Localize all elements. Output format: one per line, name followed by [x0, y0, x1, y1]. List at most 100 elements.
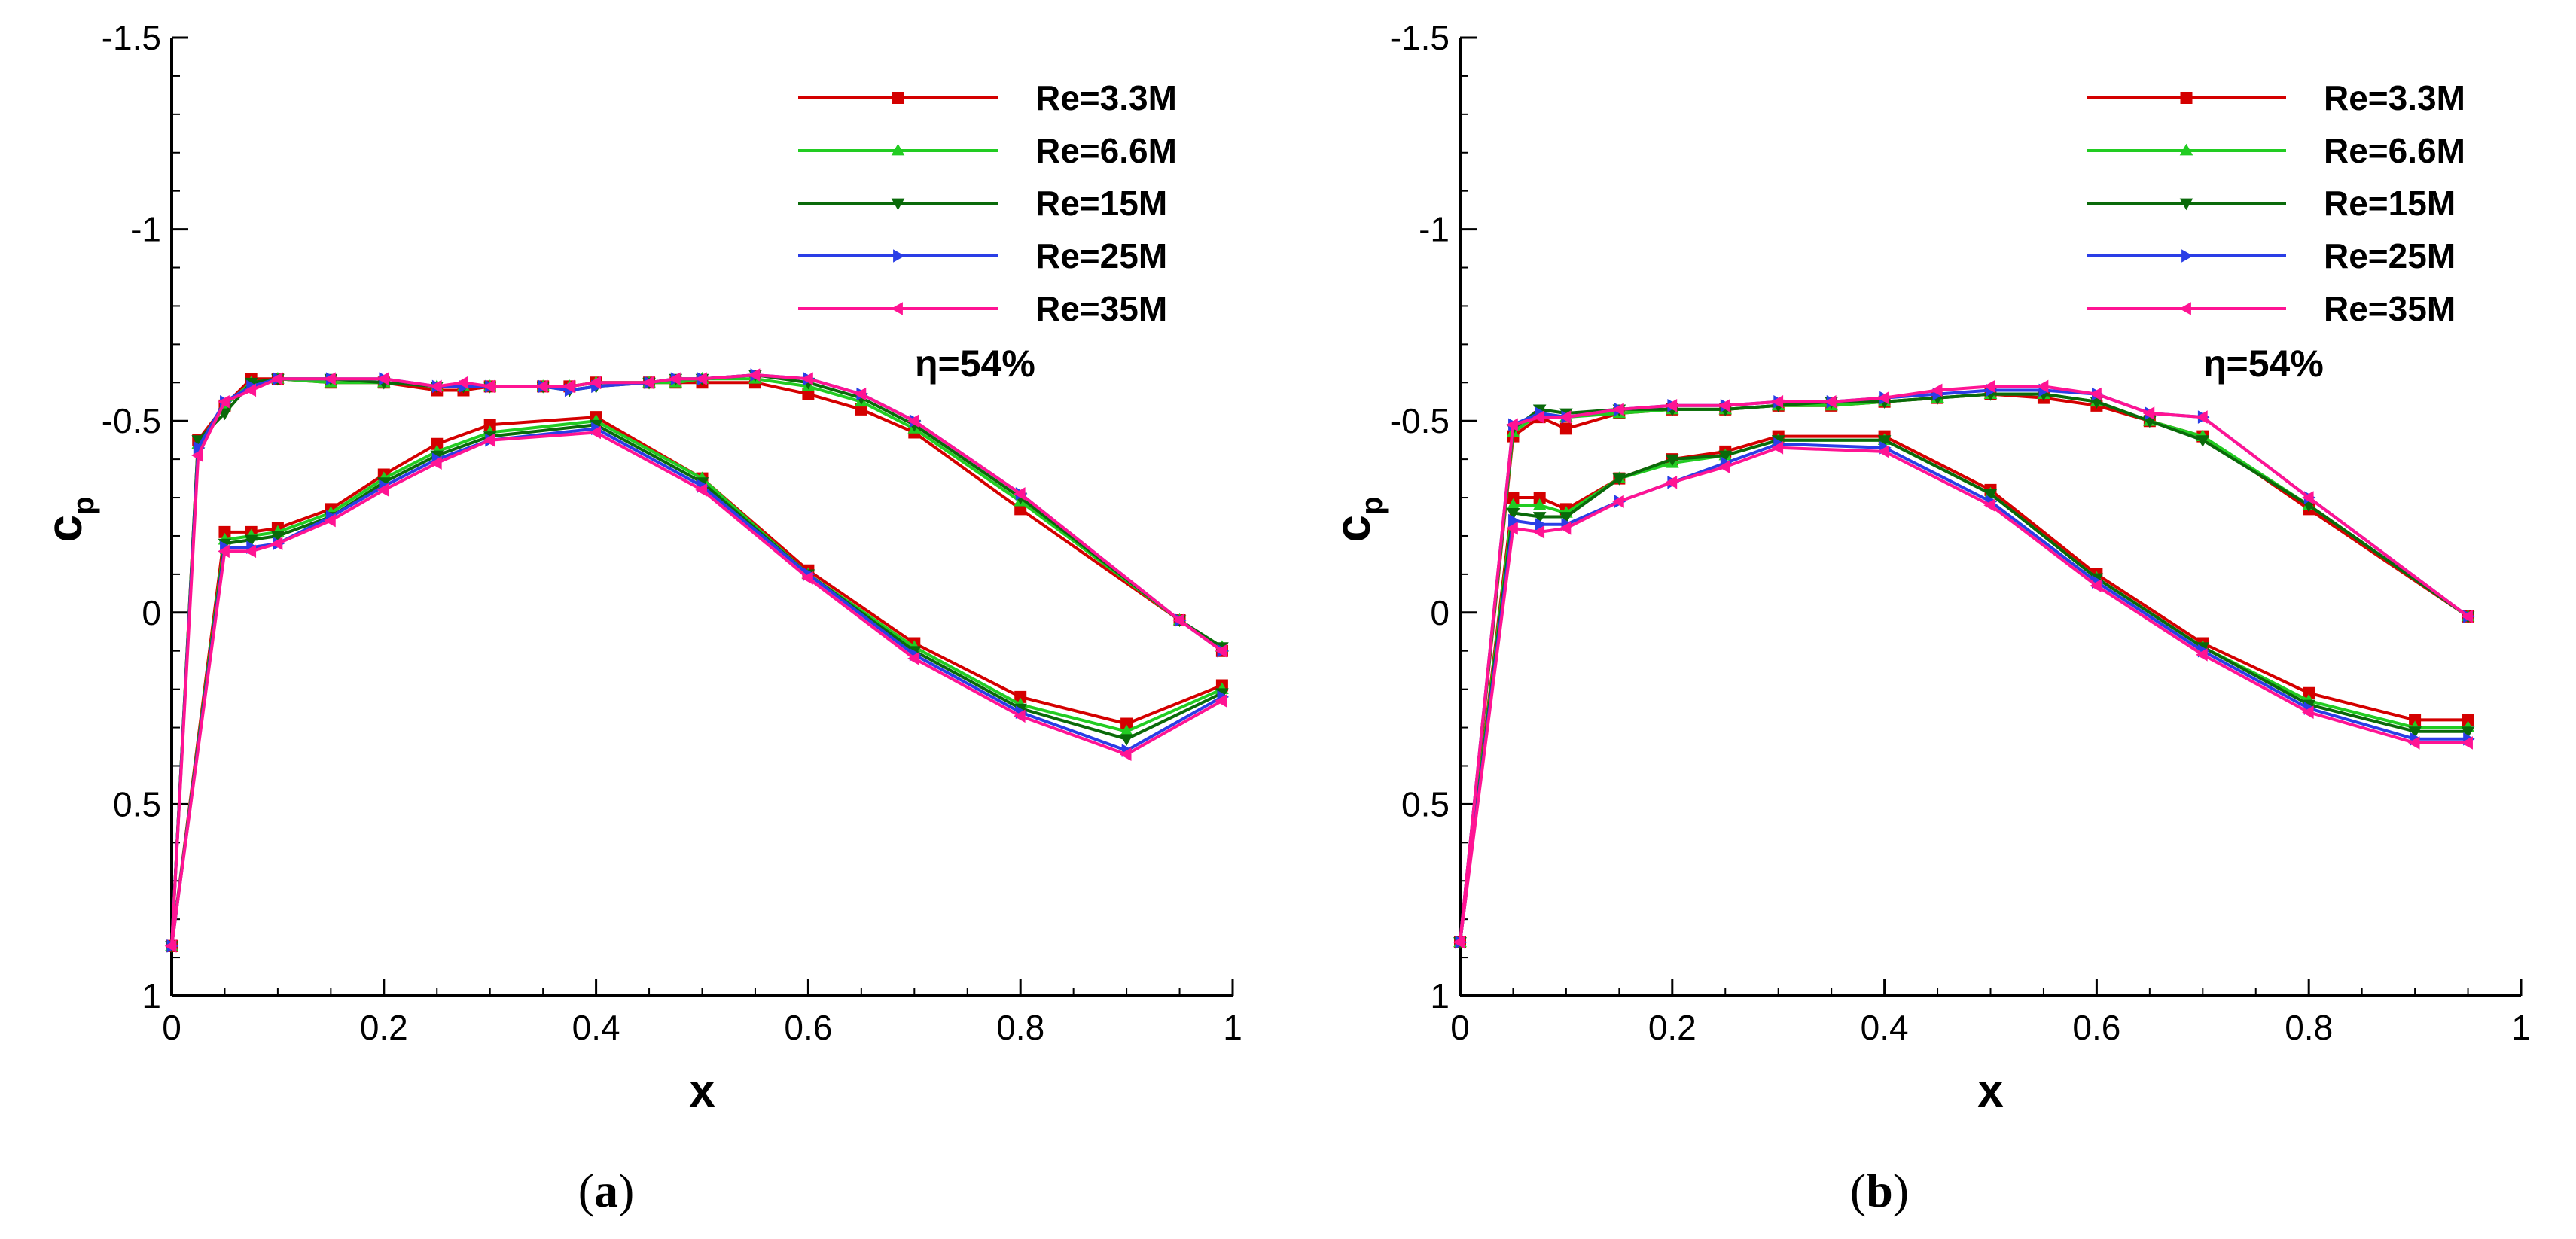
legend-b: Re=3.3M Re=6.6M Re=15M Re=25M Re=35M [2087, 78, 2465, 328]
y-axis-title-subscript: p [1355, 496, 1389, 514]
x-tick-label: 0.2 [1648, 1008, 1697, 1047]
data-point [1506, 498, 1520, 510]
eta-annotation: η=54% [2203, 342, 2324, 385]
data-point [1930, 383, 1943, 397]
series-a-0 [166, 373, 1228, 952]
data-point [801, 571, 813, 585]
lower-surface-line [170, 419, 1223, 947]
legend-a: Re=3.3M Re=6.6M Re=15M Re=25M Re=35M [798, 78, 1177, 328]
data-point [2196, 435, 2210, 447]
data-point [1119, 747, 1132, 762]
data-point [483, 433, 495, 447]
legend-marker [891, 198, 905, 211]
data-point [2303, 686, 2315, 699]
data-point [1665, 399, 1678, 412]
series-b-2 [1453, 389, 2475, 949]
data-point [1559, 422, 1572, 435]
data-point [2302, 705, 2314, 719]
data-point [193, 441, 206, 455]
series-a-1 [165, 371, 1229, 951]
data-point [1215, 644, 1227, 658]
legend-marker [2180, 92, 2193, 104]
data-point [2407, 736, 2420, 750]
data-point [2461, 726, 2475, 738]
data-point [1612, 473, 1626, 486]
data-point [1506, 521, 1518, 535]
caption-b-close: ) [1892, 1164, 1910, 1217]
data-point [1612, 403, 1624, 416]
data-point [244, 544, 257, 559]
data-point [376, 483, 389, 497]
data-point [2143, 416, 2157, 428]
x-tick-label: 0.2 [360, 1008, 408, 1047]
axes-b: 0 0.2 0.4 0.6 0.8 1 -1.5 -1 -0.5 0 0.5 1 [1390, 18, 2531, 1047]
data-point [2142, 406, 2155, 420]
data-point [907, 414, 919, 428]
legend-label: Re=3.3M [2324, 78, 2465, 117]
lower-surface-line [170, 423, 1223, 947]
upper-surface-line [170, 373, 1224, 946]
data-point [1877, 435, 1892, 447]
data-point [2302, 500, 2315, 513]
data-point [2409, 714, 2422, 726]
lower-surface-line [170, 416, 1223, 947]
data-point [801, 372, 813, 385]
y-tick-label: 1 [1430, 976, 1450, 1015]
x-tick-label: 0.4 [1861, 1008, 1909, 1047]
lower-surface-line [1459, 442, 2468, 942]
data-point [456, 376, 468, 390]
series-a-3 [166, 368, 1230, 953]
data-point [1506, 508, 1520, 520]
data-point [164, 939, 177, 953]
data-point [1014, 709, 1026, 723]
legend-marker [891, 143, 905, 156]
data-point [2462, 714, 2474, 726]
data-point [1983, 379, 1995, 394]
data-point [1532, 410, 1545, 424]
y-tick-label: 0 [1430, 593, 1450, 632]
data-point [324, 372, 336, 385]
data-point [1532, 498, 1547, 510]
data-point [535, 379, 548, 394]
data-point [1983, 489, 1998, 501]
data-point [2090, 397, 2104, 409]
data-point [1666, 454, 1679, 467]
series-b-4 [1453, 379, 2473, 949]
legend-marker [2179, 143, 2193, 156]
legend-label: Re=25M [2324, 236, 2456, 276]
chart-a: 0 0.2 0.4 0.6 0.8 1-1.5-1-0.500.51xcpRe=3.3MR… [36, 18, 1242, 1117]
data-point [483, 379, 495, 394]
data-point [1172, 613, 1184, 627]
data-point [1506, 418, 1518, 432]
data-point [1559, 512, 1573, 524]
x-axis-title: x [689, 1065, 715, 1117]
data-point [271, 531, 285, 543]
legend-label: Re=15M [2324, 184, 2456, 223]
y-tick-label: -1 [130, 210, 161, 249]
data-point [1120, 734, 1133, 747]
data-point [695, 372, 707, 385]
data-point [324, 513, 336, 528]
data-point [1771, 394, 1784, 409]
data-point [2090, 387, 2102, 401]
data-point [376, 372, 389, 385]
x-tick-label: 0.6 [784, 1008, 832, 1047]
y-tick-label: 0.5 [113, 784, 161, 823]
data-point [1718, 460, 1730, 474]
caption-a-letter: a [594, 1164, 618, 1217]
data-point [1771, 441, 1784, 455]
data-point [244, 383, 257, 397]
x-tick-label: 0 [162, 1008, 181, 1047]
x-tick-label: 1 [1223, 1008, 1242, 1047]
legend-label: Re=25M [1035, 236, 1167, 276]
caption-a: (a) [493, 1163, 719, 1219]
data-point [1453, 935, 1465, 949]
data-point [270, 372, 283, 385]
y-axis-title: cp [1325, 496, 1389, 542]
data-point [1718, 399, 1730, 412]
y-axis-title-subscript: p [67, 496, 100, 514]
series-b-0 [1454, 388, 2474, 948]
caption-a-open: ( [578, 1164, 594, 1217]
legend-marker [891, 302, 903, 315]
upper-surface-line [1459, 388, 2469, 942]
